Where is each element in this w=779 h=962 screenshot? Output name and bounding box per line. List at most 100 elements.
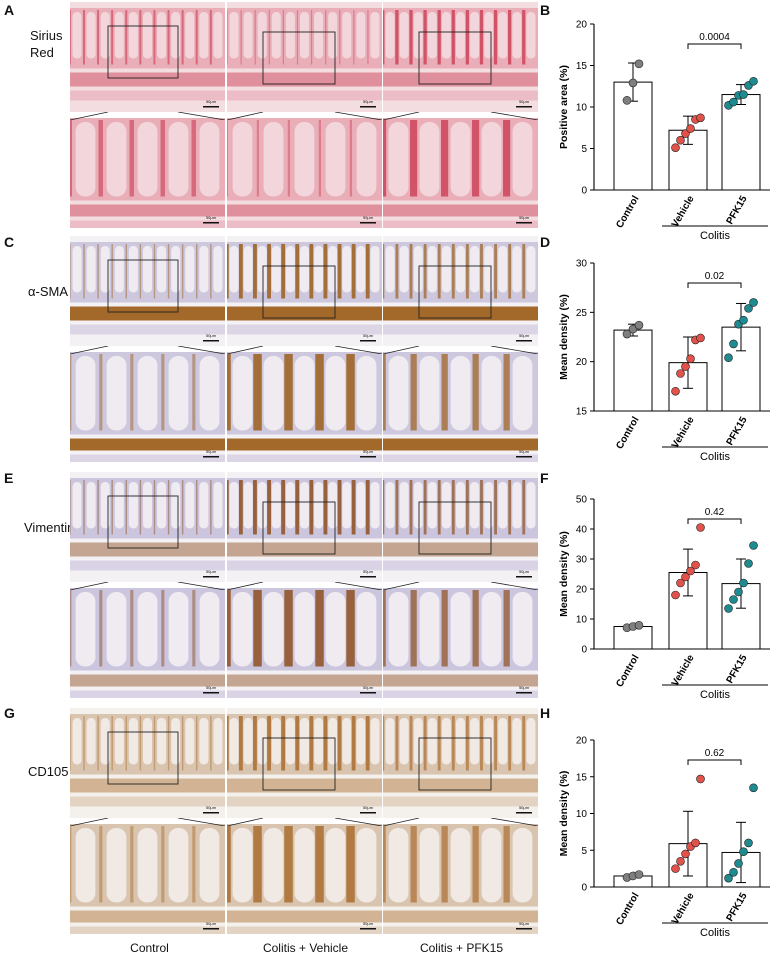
x-tick-label-control: Control: [614, 653, 641, 689]
data-point: [681, 849, 690, 859]
micrograph-sirius-pfk15-zoom: 50μm: [383, 118, 538, 228]
group-label-colitis: Colitis: [700, 689, 730, 701]
bar-vehicle: [668, 572, 708, 650]
panel-letter-g: G: [4, 705, 15, 721]
micrograph-vimentin-control-overview: 50μm: [70, 472, 225, 582]
scale-bar-label: 50μm: [519, 685, 530, 690]
y-tick-label: 20: [576, 357, 588, 368]
data-point: [729, 595, 738, 604]
panel-letter-a: A: [4, 2, 15, 18]
data-point: [634, 320, 644, 330]
scale-bar-label: 50μm: [206, 333, 217, 338]
y-tick-label: 5: [581, 144, 587, 155]
y-axis-label: Positive area (%): [558, 65, 570, 149]
data-point: [744, 838, 753, 848]
data-point: [622, 623, 632, 633]
p-value-label: 0.42: [705, 507, 725, 518]
scale-bar-label: 50μm: [206, 685, 217, 690]
data-point: [676, 135, 685, 145]
scale-bar-label: 50μm: [519, 805, 530, 810]
chart-f: 0 10 20 30 40 50 Mean density (%) Control Vehicl…: [558, 495, 770, 701]
data-point: [691, 115, 700, 124]
micrograph-sma-control-overview: 50μm: [70, 236, 225, 346]
group-label-colitis: Colitis: [700, 451, 730, 463]
scale-bar-label: 50μm: [206, 805, 217, 810]
data-point: [628, 324, 638, 334]
data-point: [696, 113, 705, 123]
data-point: [749, 298, 758, 307]
data-point: [749, 76, 758, 86]
y-tick-label: 10: [576, 615, 588, 626]
micrograph-vimentin-control-zoom: 50μm: [70, 588, 225, 698]
panel-letter-e: E: [4, 470, 14, 486]
micrograph-cd105-pfk15-overview: 50μm: [383, 708, 538, 818]
panel-letter-f: F: [540, 470, 549, 486]
bar-vehicle: [668, 843, 708, 888]
data-point: [734, 91, 743, 100]
data-point: [681, 129, 690, 138]
data-point: [671, 386, 680, 396]
x-tick-label-control: Control: [614, 194, 641, 230]
panel-letter-b: B: [540, 2, 551, 18]
y-tick-label: 10: [576, 103, 588, 114]
scale-bar-label: 50μm: [519, 333, 530, 338]
scale-bar-label: 50μm: [206, 215, 217, 220]
data-point: [729, 97, 738, 107]
data-point: [676, 369, 685, 378]
data-point: [634, 870, 644, 879]
bar-pfk15: [721, 851, 761, 888]
row-label-vimentin: Vimentin: [24, 520, 75, 535]
zoom-connector: [383, 346, 538, 354]
zoom-connector: [227, 346, 382, 354]
comparison-bracket: [687, 759, 742, 765]
data-point: [628, 622, 638, 631]
y-tick-label: 10: [576, 809, 588, 820]
y-tick-label: 20: [576, 20, 588, 31]
data-point: [724, 873, 733, 883]
row-label-cd105: CD105: [28, 764, 69, 779]
y-tick-label: 0: [581, 883, 587, 894]
panel-letter-d: D: [540, 234, 551, 250]
group-label-colitis: Colitis: [700, 927, 730, 939]
micrograph-vimentin-pfk15-overview: 50μm: [383, 472, 538, 582]
row-label-sirius-red-line1: Sirius: [30, 28, 63, 43]
scale-bar-label: 50μm: [519, 569, 530, 574]
data-point: [681, 572, 690, 582]
zoom-connector: [70, 582, 225, 590]
y-tick-label: 30: [576, 259, 588, 270]
x-tick-label-vehicle: Vehicle: [670, 415, 697, 451]
y-tick-label: 15: [576, 61, 588, 72]
data-point: [628, 871, 638, 881]
micrograph-vimentin-vehicle-overview: 50μm: [227, 472, 382, 582]
comparison-bracket: [687, 282, 742, 288]
data-point: [724, 101, 733, 110]
comparison-bracket: [687, 518, 742, 524]
micrograph-sma-pfk15-zoom: 50μm: [383, 352, 538, 462]
scale-bar-label: 50μm: [363, 215, 374, 220]
panel-letter-c: C: [4, 234, 15, 250]
bar-pfk15: [721, 94, 761, 191]
data-point: [634, 620, 644, 630]
micrograph-cd105-pfk15-zoom: 50μm: [383, 824, 538, 934]
data-point: [686, 566, 695, 576]
bar-pfk15: [721, 326, 761, 412]
micrograph-vimentin-pfk15-zoom: 50μm: [383, 588, 538, 698]
data-point: [686, 354, 695, 364]
y-axis-label: Mean density (%): [558, 294, 570, 380]
data-point: [724, 353, 733, 363]
data-point: [671, 864, 680, 873]
y-tick-label: 50: [576, 495, 588, 506]
group-label-colitis: Colitis: [700, 230, 730, 242]
data-point: [622, 329, 632, 339]
scale-bar-label: 50μm: [363, 685, 374, 690]
bar-control: [613, 626, 653, 650]
y-tick-label: 15: [576, 407, 588, 418]
p-value-label: 0.62: [705, 748, 725, 759]
scale-bar-label: 50μm: [519, 215, 530, 220]
data-point: [749, 783, 758, 793]
y-tick-label: 0: [581, 645, 587, 656]
y-tick-label: 25: [576, 308, 588, 319]
row-label-alpha-sma: α-SMA: [28, 284, 69, 299]
scale-bar-label: 50μm: [519, 449, 530, 454]
data-point: [724, 604, 733, 613]
